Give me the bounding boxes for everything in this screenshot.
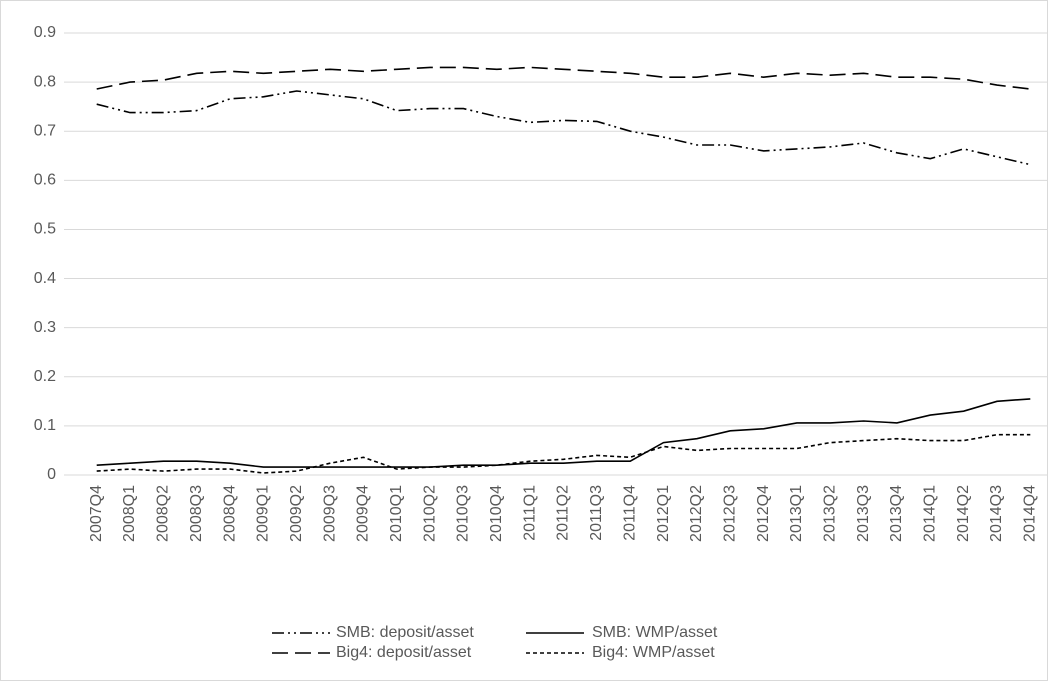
y-tick-label: 0.8 bbox=[34, 73, 56, 90]
y-tick-label: 0.4 bbox=[34, 270, 56, 287]
x-tick-label: 2013Q3 bbox=[855, 485, 872, 542]
x-tick-label: 2009Q1 bbox=[255, 485, 272, 542]
legend-label: SMB: WMP/asset bbox=[592, 624, 718, 641]
x-tick-label: 2014Q4 bbox=[1022, 485, 1039, 542]
y-tick-label: 0.1 bbox=[34, 417, 56, 434]
y-tick-label: 0.6 bbox=[34, 172, 56, 189]
x-tick-label: 2007Q4 bbox=[88, 485, 105, 542]
y-tick-label: 0.3 bbox=[34, 319, 56, 336]
x-tick-label: 2013Q2 bbox=[821, 485, 838, 542]
x-tick-label: 2013Q1 bbox=[788, 485, 805, 542]
x-tick-label: 2011Q1 bbox=[521, 485, 538, 541]
legend-label: Big4: deposit/asset bbox=[336, 644, 472, 661]
x-tick-label: 2012Q3 bbox=[721, 485, 738, 542]
series-line bbox=[96, 90, 1031, 166]
x-tick-label: 2012Q2 bbox=[688, 485, 705, 542]
series-line bbox=[96, 66, 1031, 90]
x-tick-label: 2010Q1 bbox=[388, 485, 405, 542]
x-tick-label: 2014Q1 bbox=[922, 485, 939, 542]
x-tick-label: 2008Q1 bbox=[121, 485, 138, 542]
x-tick-label: 2010Q3 bbox=[455, 485, 472, 542]
y-tick-label: 0.9 bbox=[34, 24, 56, 41]
y-tick-label: 0.7 bbox=[34, 122, 56, 139]
y-tick-label: 0 bbox=[47, 466, 56, 483]
x-tick-label: 2012Q4 bbox=[755, 485, 772, 542]
x-tick-label: 2014Q3 bbox=[988, 485, 1005, 542]
legend-label: Big4: WMP/asset bbox=[592, 644, 715, 661]
x-tick-label: 2008Q4 bbox=[221, 485, 238, 542]
x-tick-label: 2008Q2 bbox=[155, 485, 172, 542]
x-tick-label: 2010Q2 bbox=[421, 485, 438, 542]
x-tick-label: 2009Q4 bbox=[355, 485, 372, 542]
x-tick-label: 2010Q4 bbox=[488, 485, 505, 542]
x-tick-label: 2011Q3 bbox=[588, 485, 605, 541]
x-tick-label: 2008Q3 bbox=[188, 485, 205, 542]
x-tick-label: 2011Q2 bbox=[555, 485, 572, 541]
x-tick-label: 2009Q3 bbox=[321, 485, 338, 542]
x-tick-label: 2014Q2 bbox=[955, 485, 972, 542]
legend-label: SMB: deposit/asset bbox=[336, 624, 474, 641]
y-tick-label: 0.5 bbox=[34, 221, 56, 238]
x-tick-label: 2012Q1 bbox=[655, 485, 672, 542]
x-tick-label: 2013Q4 bbox=[888, 485, 905, 542]
series-line bbox=[96, 398, 1031, 468]
x-tick-label: 2009Q2 bbox=[288, 485, 305, 542]
y-tick-label: 0.2 bbox=[34, 368, 56, 385]
series-line bbox=[96, 433, 1031, 474]
x-tick-label: 2011Q4 bbox=[621, 485, 638, 541]
